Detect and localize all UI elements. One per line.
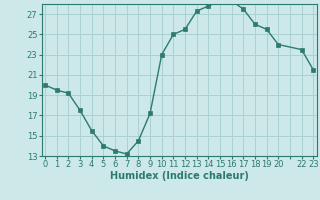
- X-axis label: Humidex (Indice chaleur): Humidex (Indice chaleur): [110, 171, 249, 181]
